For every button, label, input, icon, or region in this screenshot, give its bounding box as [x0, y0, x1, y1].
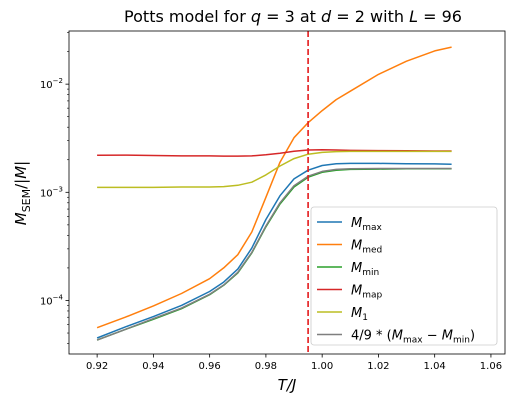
- legend-label: M1: [351, 306, 368, 323]
- x-tick-label: 0.98: [255, 361, 277, 372]
- x-axis-label: T/J: [278, 376, 297, 394]
- x-tick-label: 0.96: [199, 361, 221, 372]
- y-tick-label: 10−2: [40, 77, 63, 91]
- x-tick-label: 0.92: [86, 361, 108, 372]
- y-tick-label: 10−3: [40, 185, 63, 199]
- series-line-M_max: [96, 162, 452, 339]
- y-axis-label: MSEM/|M|: [12, 161, 33, 226]
- x-tick-label: 1.02: [367, 361, 389, 372]
- x-tick-label: 1.00: [311, 361, 333, 372]
- legend-label: 4/9 * (Mmax − Mmin): [351, 329, 475, 346]
- x-tick-label: 1.04: [424, 361, 446, 372]
- y-tick-label: 10−4: [40, 293, 64, 307]
- legend-label: Mmed: [351, 239, 382, 256]
- legend-box: [310, 206, 498, 346]
- series-line-M_1: [97, 150, 452, 189]
- series-layer: [96, 46, 452, 341]
- legend: Mmax Mmed Mmin Mmap M1 4/9 * (Mmax − Mmin): [310, 206, 498, 346]
- series-line-M_map: [97, 149, 452, 157]
- chart-title: Potts model for q = 3 at d = 2 with L = …: [124, 7, 462, 26]
- y-axis: 10−4 10−3 10−2: [40, 32, 69, 344]
- series-line-M_med: [96, 46, 452, 329]
- x-tick-label: 1.06: [480, 361, 502, 372]
- x-axis: 0.92 0.94 0.96 0.98 1.00 1.02 1.04 1.06: [86, 354, 502, 372]
- legend-label: Mmax: [351, 216, 383, 233]
- series-line-4/9*(M_max - M_min): [96, 167, 452, 341]
- plot-area: [68, 30, 506, 355]
- legend-label: Mmap: [351, 284, 383, 301]
- x-tick-label: 0.94: [142, 361, 164, 372]
- legend-label: Mmin: [351, 261, 379, 278]
